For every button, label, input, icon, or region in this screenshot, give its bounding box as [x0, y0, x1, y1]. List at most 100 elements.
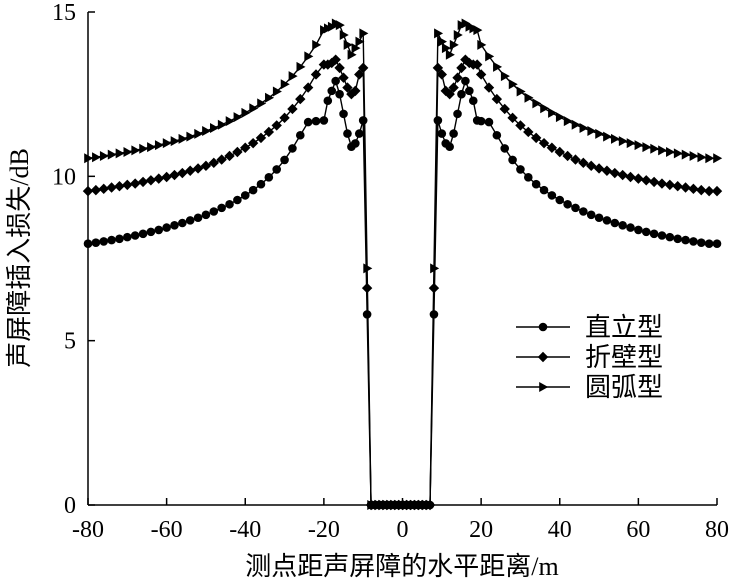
- data-point: [641, 175, 652, 186]
- data-point: [500, 71, 510, 82]
- data-point: [249, 103, 259, 114]
- data-point: [130, 231, 140, 240]
- x-tick-label: 0: [397, 517, 409, 543]
- data-point: [225, 199, 234, 209]
- data-point: [493, 61, 503, 72]
- data-point: [563, 116, 573, 127]
- data-point: [609, 167, 620, 179]
- data-point: [696, 238, 706, 248]
- data-point: [601, 165, 613, 176]
- series-line: [87, 22, 717, 506]
- data-point: [507, 112, 518, 124]
- data-point: [680, 182, 691, 193]
- data-point: [648, 176, 660, 188]
- legend-label: 折壁型: [585, 343, 663, 372]
- data-point: [210, 123, 219, 134]
- data-point: [169, 169, 180, 181]
- data-point: [240, 191, 250, 200]
- data-point: [508, 155, 517, 165]
- data-point: [657, 231, 667, 240]
- data-point: [602, 216, 612, 225]
- data-point: [445, 49, 455, 60]
- data-point: [339, 30, 349, 41]
- data-point: [310, 69, 322, 80]
- series-line: [87, 58, 717, 506]
- data-point: [295, 93, 306, 105]
- data-point: [658, 145, 668, 156]
- data-point: [335, 20, 345, 31]
- data-point: [633, 173, 644, 184]
- data-point: [617, 169, 628, 181]
- data-point: [704, 239, 714, 249]
- series-line: [87, 78, 717, 506]
- data-point: [177, 167, 188, 179]
- data-point: [343, 39, 353, 50]
- data-point: [603, 131, 613, 142]
- data-point: [185, 165, 196, 176]
- data-point: [689, 150, 699, 161]
- x-tick-label: -80: [72, 517, 104, 543]
- data-point: [433, 116, 443, 125]
- data-point: [688, 183, 699, 195]
- data-point: [264, 173, 274, 182]
- data-point: [492, 130, 502, 140]
- data-point: [280, 155, 289, 165]
- data-point: [302, 82, 314, 93]
- data-point: [672, 180, 683, 192]
- data-point: [681, 149, 691, 160]
- data-point: [304, 51, 314, 62]
- data-point: [531, 179, 541, 189]
- data-point: [122, 179, 133, 191]
- data-point: [330, 54, 341, 65]
- data-point: [430, 263, 440, 274]
- data-point: [440, 85, 451, 97]
- data-point: [641, 227, 651, 237]
- legend-label: 直立型: [585, 313, 663, 342]
- data-point: [626, 223, 635, 232]
- data-point: [322, 59, 334, 70]
- data-point: [579, 123, 589, 134]
- data-point: [456, 62, 467, 74]
- data-point: [464, 57, 475, 69]
- data-point: [546, 142, 558, 153]
- data-point: [139, 143, 149, 154]
- x-tick-label: -20: [308, 517, 340, 543]
- data-point: [194, 128, 204, 139]
- data-point: [473, 25, 483, 36]
- data-point: [146, 227, 156, 237]
- data-point: [92, 152, 102, 163]
- data-point: [347, 49, 357, 60]
- data-point: [449, 39, 459, 50]
- data-point: [98, 183, 109, 195]
- data-point: [233, 112, 243, 123]
- data-point: [279, 112, 290, 124]
- data-point: [579, 207, 588, 216]
- data-point: [618, 136, 628, 147]
- data-point: [312, 39, 322, 50]
- data-point: [91, 238, 101, 248]
- data-point: [649, 229, 659, 239]
- data-point: [448, 82, 459, 93]
- data-point: [696, 184, 707, 196]
- data-point: [201, 210, 211, 220]
- data-point: [444, 88, 455, 100]
- x-tick-label: 80: [705, 517, 729, 543]
- data-point: [342, 82, 353, 93]
- data-point: [334, 62, 345, 74]
- data-point: [491, 93, 503, 105]
- data-point: [99, 237, 109, 246]
- data-point: [351, 43, 361, 54]
- data-point: [563, 199, 572, 209]
- data-point: [453, 30, 463, 41]
- x-tick-label: 20: [469, 517, 493, 543]
- data-point: [666, 147, 676, 158]
- data-point: [712, 239, 722, 249]
- data-point: [311, 116, 321, 126]
- data-point: [129, 178, 141, 189]
- data-point: [595, 128, 605, 139]
- data-point: [594, 213, 604, 223]
- data-point: [137, 176, 149, 188]
- data-point: [457, 89, 466, 99]
- data-point: [350, 85, 361, 97]
- data-point: [123, 232, 132, 242]
